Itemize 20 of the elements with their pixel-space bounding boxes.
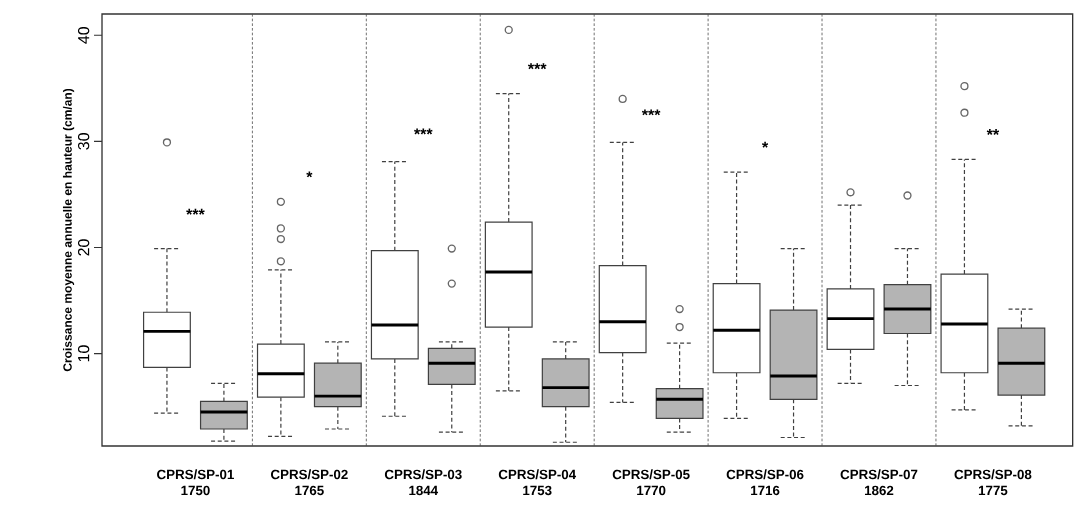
- x-tick-label: CPRS/SP-04 1753: [498, 469, 577, 496]
- y-tick-label: 20: [77, 239, 90, 256]
- annotation: ***: [413, 128, 433, 135]
- annotation: ***: [527, 63, 547, 70]
- annotation: *: [761, 141, 769, 148]
- y-tick-label: 10: [77, 345, 90, 362]
- x-tick-label: CPRS/SP-06 1716: [726, 469, 804, 496]
- x-tick-label: CPRS/SP-01 1750: [157, 469, 234, 496]
- x-tick-label: CPRS/SP-03 1844: [384, 469, 462, 496]
- y-tick-label: 30: [77, 133, 90, 150]
- annotation: ***: [186, 208, 205, 215]
- x-tick-label: CPRS/SP-02 1765: [271, 469, 348, 496]
- annotation: *: [306, 171, 313, 178]
- y-tick-label: 40: [77, 26, 90, 44]
- x-tick-label: CPRS/SP-08 1775: [954, 469, 1032, 496]
- annotation: **: [986, 129, 1000, 135]
- y-axis-title: Croissance moyenne annuelle en hauteur (cm/an): [62, 88, 75, 372]
- annotation: ***: [641, 109, 661, 116]
- x-tick-label: CPRS/SP-05 1770: [612, 469, 690, 496]
- x-tick-label: CPRS/SP-07 1862: [840, 469, 918, 496]
